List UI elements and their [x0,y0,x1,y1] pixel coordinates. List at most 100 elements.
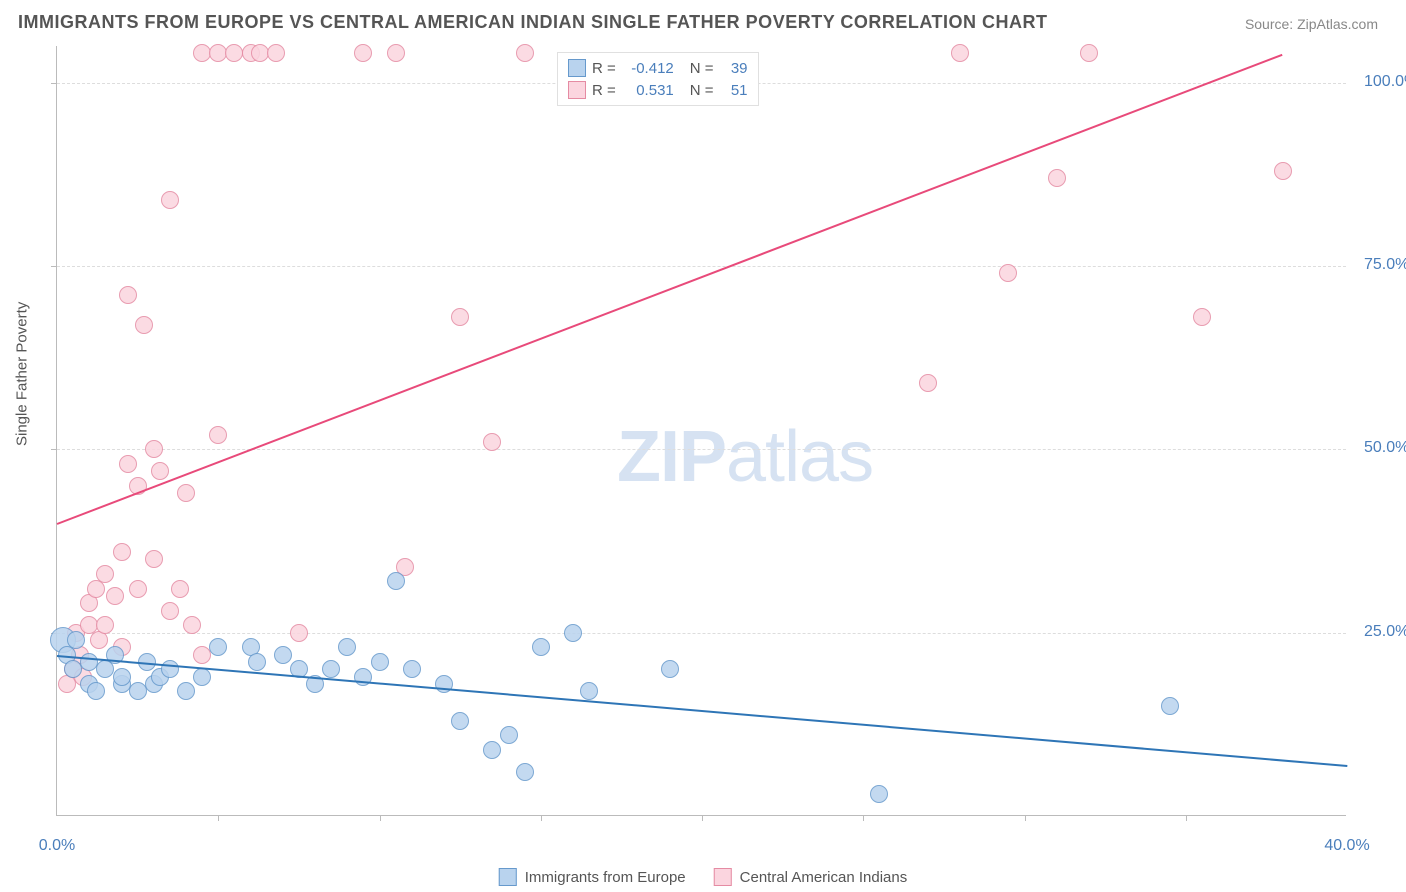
data-point [870,785,888,803]
x-tick-mark [1025,815,1026,821]
chart-title: IMMIGRANTS FROM EUROPE VS CENTRAL AMERIC… [18,12,1048,33]
data-point [145,440,163,458]
data-point [177,484,195,502]
source-label: Source: [1245,16,1297,32]
data-point [209,426,227,444]
legend-swatch-europe [499,868,517,886]
x-tick-mark [1186,815,1187,821]
data-point [516,763,534,781]
data-point [1161,697,1179,715]
data-point [113,543,131,561]
data-point [451,712,469,730]
data-point [371,653,389,671]
data-point [161,660,179,678]
data-point [451,308,469,326]
data-point [96,565,114,583]
chart-container: IMMIGRANTS FROM EUROPE VS CENTRAL AMERIC… [0,0,1406,892]
stats-r-value: 0.531 [622,82,674,99]
data-point [338,638,356,656]
data-point [387,572,405,590]
stats-n-value: 51 [720,82,748,99]
trend-line [57,655,1347,767]
data-point [135,316,153,334]
y-tick-label: 75.0% [1364,256,1406,274]
stats-r-label: R = [592,82,616,99]
y-tick-mark [51,83,57,84]
data-point [516,44,534,62]
x-tick-mark [541,815,542,821]
data-point [403,660,421,678]
data-point [483,741,501,759]
data-point [129,580,147,598]
data-point [183,616,201,634]
stats-swatch [568,59,586,77]
source-attribution: Source: ZipAtlas.com [1245,16,1378,32]
legend-swatch-central [714,868,732,886]
data-point [67,631,85,649]
data-point [274,646,292,664]
data-point [951,44,969,62]
legend-item-europe: Immigrants from Europe [499,868,686,886]
source-name: ZipAtlas.com [1297,16,1378,32]
legend-label-central: Central American Indians [740,869,908,886]
data-point [209,638,227,656]
data-point [354,44,372,62]
stats-legend: R =-0.412N =39R =0.531N =51 [557,52,759,106]
data-point [151,462,169,480]
data-point [171,580,189,598]
data-point [564,624,582,642]
data-point [500,726,518,744]
plot-area: ZIPatlas 25.0%50.0%75.0%100.0%0.0%40.0%R… [56,46,1346,816]
data-point [113,668,131,686]
trend-line [57,53,1283,524]
stats-n-label: N = [690,82,714,99]
x-tick-label: 40.0% [1324,837,1369,855]
data-point [1080,44,1098,62]
x-tick-mark [380,815,381,821]
stats-r-label: R = [592,60,616,77]
y-tick-label: 100.0% [1364,73,1406,91]
data-point [290,624,308,642]
data-point [96,616,114,634]
x-tick-mark [863,815,864,821]
data-point [267,44,285,62]
y-tick-mark [51,449,57,450]
data-point [919,374,937,392]
stats-r-value: -0.412 [622,60,674,77]
data-point [161,602,179,620]
stats-n-label: N = [690,60,714,77]
stats-legend-row: R =-0.412N =39 [568,57,748,79]
stats-legend-row: R = 0.531 N = 51 [568,79,748,101]
data-point [1048,169,1066,187]
watermark-rest: atlas [726,417,873,497]
data-point [119,455,137,473]
x-tick-label: 0.0% [39,837,75,855]
data-point [322,660,340,678]
gridline [57,266,1346,267]
x-tick-mark [218,815,219,821]
data-point [119,286,137,304]
data-point [532,638,550,656]
gridline [57,633,1346,634]
data-point [1274,162,1292,180]
data-point [145,550,163,568]
y-tick-mark [51,266,57,267]
data-point [161,191,179,209]
x-tick-mark [702,815,703,821]
data-point [483,433,501,451]
y-tick-label: 25.0% [1364,623,1406,641]
data-point [248,653,266,671]
bottom-legend: Immigrants from Europe Central American … [499,868,907,886]
data-point [1193,308,1211,326]
data-point [387,44,405,62]
stats-swatch [568,81,586,99]
y-tick-label: 50.0% [1364,439,1406,457]
y-axis-label: Single Father Poverty [14,302,31,446]
watermark: ZIPatlas [617,416,873,498]
data-point [106,587,124,605]
watermark-bold: ZIP [617,417,726,497]
data-point [661,660,679,678]
data-point [999,264,1017,282]
legend-label-europe: Immigrants from Europe [525,869,686,886]
data-point [193,668,211,686]
